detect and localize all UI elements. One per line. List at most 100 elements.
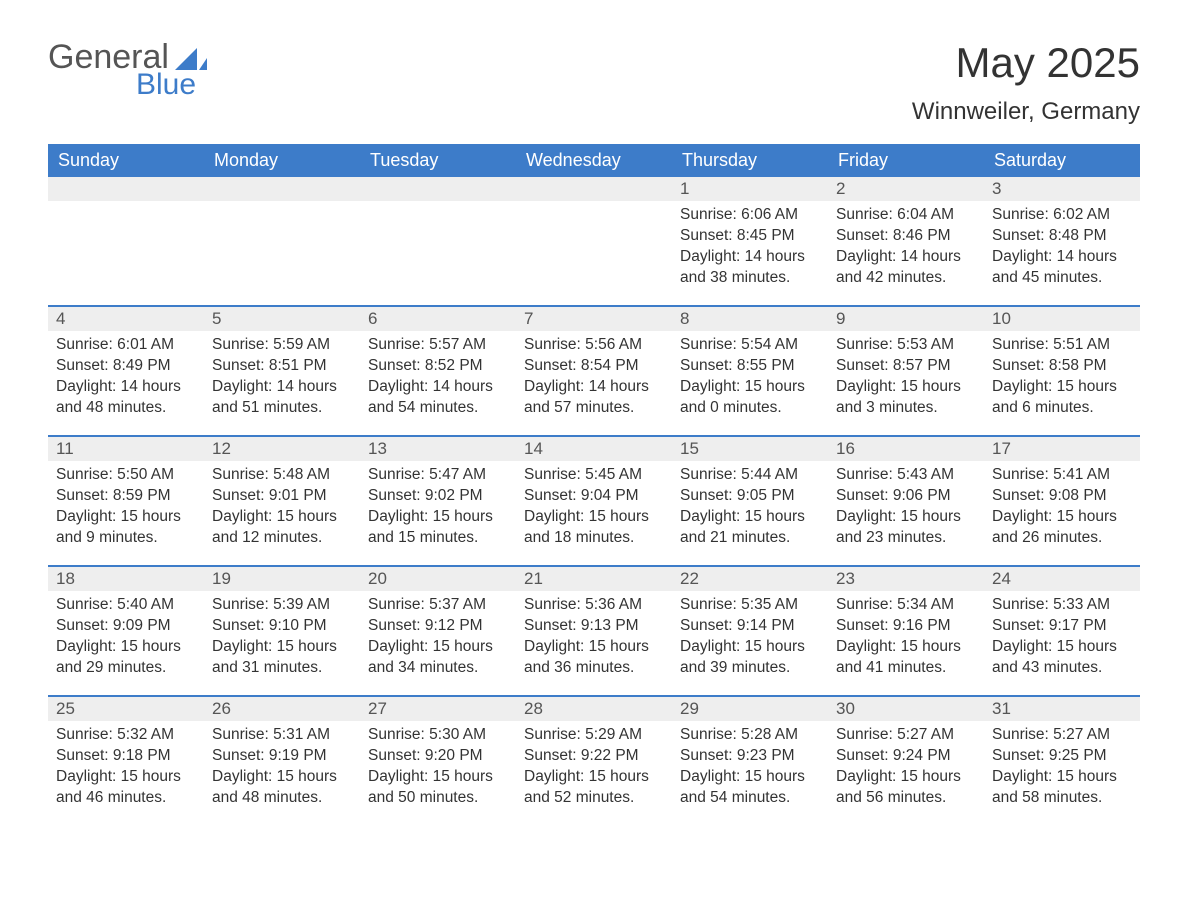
calendar-cell xyxy=(48,177,204,306)
day-sunrise: Sunrise: 5:47 AM xyxy=(368,465,508,486)
day-body: Sunrise: 5:40 AMSunset: 9:09 PMDaylight:… xyxy=(48,591,204,687)
day-sunset: Sunset: 9:13 PM xyxy=(524,616,664,637)
day-daylight1: Daylight: 15 hours xyxy=(524,637,664,658)
day-sunrise: Sunrise: 5:54 AM xyxy=(680,335,820,356)
day-sunrise: Sunrise: 5:29 AM xyxy=(524,725,664,746)
calendar-page: General Blue May 2025 Winnweiler, German… xyxy=(0,0,1188,918)
calendar-thead: Sunday Monday Tuesday Wednesday Thursday… xyxy=(48,144,1140,177)
day-body: Sunrise: 5:32 AMSunset: 9:18 PMDaylight:… xyxy=(48,721,204,817)
day-sunrise: Sunrise: 5:30 AM xyxy=(368,725,508,746)
day-daylight1: Daylight: 15 hours xyxy=(368,507,508,528)
day-daylight2: and 29 minutes. xyxy=(56,658,196,679)
day-daylight1: Daylight: 14 hours xyxy=(992,247,1132,268)
day-daylight1: Daylight: 15 hours xyxy=(680,377,820,398)
day-daylight2: and 48 minutes. xyxy=(212,788,352,809)
day-sunrise: Sunrise: 5:43 AM xyxy=(836,465,976,486)
day-sunrise: Sunrise: 6:06 AM xyxy=(680,205,820,226)
calendar-cell: 18Sunrise: 5:40 AMSunset: 9:09 PMDayligh… xyxy=(48,566,204,696)
day-daylight1: Daylight: 15 hours xyxy=(992,377,1132,398)
day-daylight2: and 21 minutes. xyxy=(680,528,820,549)
day-sunrise: Sunrise: 5:56 AM xyxy=(524,335,664,356)
day-sunrise: Sunrise: 5:33 AM xyxy=(992,595,1132,616)
day-number: 13 xyxy=(360,437,516,461)
day-header: Thursday xyxy=(672,144,828,177)
day-sunrise: Sunrise: 5:51 AM xyxy=(992,335,1132,356)
location: Winnweiler, Germany xyxy=(912,98,1140,126)
day-number: 31 xyxy=(984,697,1140,721)
day-daylight2: and 52 minutes. xyxy=(524,788,664,809)
day-daylight1: Daylight: 15 hours xyxy=(368,637,508,658)
day-number: 15 xyxy=(672,437,828,461)
day-header: Tuesday xyxy=(360,144,516,177)
calendar-row: 18Sunrise: 5:40 AMSunset: 9:09 PMDayligh… xyxy=(48,566,1140,696)
day-daylight1: Daylight: 15 hours xyxy=(680,637,820,658)
day-daylight1: Daylight: 15 hours xyxy=(212,767,352,788)
day-sunrise: Sunrise: 5:32 AM xyxy=(56,725,196,746)
day-sunrise: Sunrise: 5:27 AM xyxy=(836,725,976,746)
day-sunrise: Sunrise: 5:28 AM xyxy=(680,725,820,746)
day-daylight2: and 31 minutes. xyxy=(212,658,352,679)
day-sunrise: Sunrise: 5:37 AM xyxy=(368,595,508,616)
day-header-row: Sunday Monday Tuesday Wednesday Thursday… xyxy=(48,144,1140,177)
day-sunset: Sunset: 8:49 PM xyxy=(56,356,196,377)
day-body: Sunrise: 5:53 AMSunset: 8:57 PMDaylight:… xyxy=(828,331,984,427)
day-daylight2: and 9 minutes. xyxy=(56,528,196,549)
day-sunset: Sunset: 9:08 PM xyxy=(992,486,1132,507)
day-sunset: Sunset: 8:51 PM xyxy=(212,356,352,377)
day-number: 9 xyxy=(828,307,984,331)
day-body: Sunrise: 5:54 AMSunset: 8:55 PMDaylight:… xyxy=(672,331,828,427)
day-body: Sunrise: 6:06 AMSunset: 8:45 PMDaylight:… xyxy=(672,201,828,297)
day-body: Sunrise: 5:27 AMSunset: 9:25 PMDaylight:… xyxy=(984,721,1140,817)
calendar-cell: 10Sunrise: 5:51 AMSunset: 8:58 PMDayligh… xyxy=(984,306,1140,436)
calendar-cell: 5Sunrise: 5:59 AMSunset: 8:51 PMDaylight… xyxy=(204,306,360,436)
day-daylight2: and 46 minutes. xyxy=(56,788,196,809)
day-number: 27 xyxy=(360,697,516,721)
day-daylight1: Daylight: 15 hours xyxy=(836,767,976,788)
calendar-table: Sunday Monday Tuesday Wednesday Thursday… xyxy=(48,144,1140,825)
day-header: Monday xyxy=(204,144,360,177)
day-daylight2: and 45 minutes. xyxy=(992,268,1132,289)
day-number: 10 xyxy=(984,307,1140,331)
day-number: 1 xyxy=(672,177,828,201)
day-daylight2: and 23 minutes. xyxy=(836,528,976,549)
day-body: Sunrise: 5:39 AMSunset: 9:10 PMDaylight:… xyxy=(204,591,360,687)
day-sunrise: Sunrise: 5:31 AM xyxy=(212,725,352,746)
calendar-cell: 25Sunrise: 5:32 AMSunset: 9:18 PMDayligh… xyxy=(48,696,204,825)
day-sunset: Sunset: 8:59 PM xyxy=(56,486,196,507)
day-sunrise: Sunrise: 5:48 AM xyxy=(212,465,352,486)
day-body: Sunrise: 5:30 AMSunset: 9:20 PMDaylight:… xyxy=(360,721,516,817)
day-daylight2: and 41 minutes. xyxy=(836,658,976,679)
day-number: 4 xyxy=(48,307,204,331)
day-sunrise: Sunrise: 5:53 AM xyxy=(836,335,976,356)
day-number: 20 xyxy=(360,567,516,591)
day-sunrise: Sunrise: 5:41 AM xyxy=(992,465,1132,486)
day-body: Sunrise: 5:51 AMSunset: 8:58 PMDaylight:… xyxy=(984,331,1140,427)
day-body: Sunrise: 6:04 AMSunset: 8:46 PMDaylight:… xyxy=(828,201,984,297)
day-header: Wednesday xyxy=(516,144,672,177)
calendar-cell: 3Sunrise: 6:02 AMSunset: 8:48 PMDaylight… xyxy=(984,177,1140,306)
day-daylight2: and 56 minutes. xyxy=(836,788,976,809)
day-daylight2: and 48 minutes. xyxy=(56,398,196,419)
day-sunset: Sunset: 9:01 PM xyxy=(212,486,352,507)
day-number: 23 xyxy=(828,567,984,591)
day-number: 30 xyxy=(828,697,984,721)
day-sunrise: Sunrise: 5:36 AM xyxy=(524,595,664,616)
day-number xyxy=(204,177,360,201)
calendar-cell: 26Sunrise: 5:31 AMSunset: 9:19 PMDayligh… xyxy=(204,696,360,825)
day-daylight2: and 3 minutes. xyxy=(836,398,976,419)
day-daylight2: and 26 minutes. xyxy=(992,528,1132,549)
day-sunset: Sunset: 9:22 PM xyxy=(524,746,664,767)
day-number: 2 xyxy=(828,177,984,201)
day-number: 14 xyxy=(516,437,672,461)
day-sunset: Sunset: 9:23 PM xyxy=(680,746,820,767)
day-daylight1: Daylight: 15 hours xyxy=(56,637,196,658)
logo-top-row: General xyxy=(48,40,207,74)
day-sunset: Sunset: 8:55 PM xyxy=(680,356,820,377)
calendar-cell: 13Sunrise: 5:47 AMSunset: 9:02 PMDayligh… xyxy=(360,436,516,566)
day-daylight2: and 39 minutes. xyxy=(680,658,820,679)
calendar-cell: 1Sunrise: 6:06 AMSunset: 8:45 PMDaylight… xyxy=(672,177,828,306)
day-sunset: Sunset: 9:06 PM xyxy=(836,486,976,507)
header: General Blue May 2025 Winnweiler, German… xyxy=(48,40,1140,126)
day-daylight2: and 15 minutes. xyxy=(368,528,508,549)
calendar-cell: 7Sunrise: 5:56 AMSunset: 8:54 PMDaylight… xyxy=(516,306,672,436)
